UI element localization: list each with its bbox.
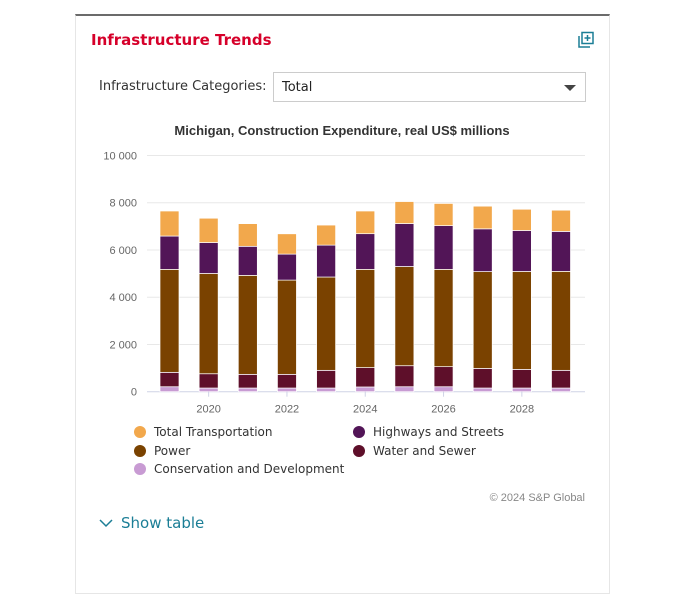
bar-segment[interactable]	[551, 231, 571, 272]
legend-item-power[interactable]: Power	[134, 444, 190, 458]
legend-dot	[134, 426, 146, 438]
bar-segment[interactable]	[472, 228, 493, 272]
y-tick-label: 2 000	[109, 339, 137, 351]
bar-segment[interactable]	[198, 373, 219, 389]
bar-segment[interactable]	[394, 223, 415, 267]
chevron-down-icon	[564, 85, 576, 91]
bar-segment[interactable]	[511, 387, 532, 393]
legend-label: Highways and Streets	[373, 425, 505, 439]
bar-segment[interactable]	[472, 368, 493, 389]
x-tick-label: 2022	[275, 404, 299, 416]
bar-segment[interactable]	[355, 210, 376, 235]
bar-segment[interactable]	[511, 208, 532, 231]
x-tick-label: 2026	[431, 404, 455, 416]
legend-item-conservation[interactable]: Conservation and Development	[134, 462, 344, 476]
panel-title: Infrastructure Trends	[91, 31, 272, 49]
bar-segment[interactable]	[355, 233, 376, 270]
y-tick-label: 4 000	[109, 292, 137, 304]
bar-segment[interactable]	[355, 268, 376, 368]
bar-segment[interactable]	[394, 365, 415, 388]
legend-item-transport[interactable]: Total Transportation	[134, 425, 273, 439]
bar-segment[interactable]	[472, 205, 493, 230]
bar-segment[interactable]	[159, 210, 180, 237]
categories-label: Infrastructure Categories:	[99, 79, 267, 94]
legend-item-water[interactable]: Water and Sewer	[353, 444, 476, 458]
legend-dot	[134, 463, 146, 475]
bar-segment[interactable]	[551, 387, 571, 393]
bar-segment[interactable]	[159, 268, 180, 373]
legend-label: Power	[154, 444, 191, 458]
bar-segment[interactable]	[198, 242, 219, 274]
x-tick-label: 2024	[353, 404, 377, 416]
show-table-label: Show table	[121, 514, 205, 532]
legend-dot	[134, 445, 146, 457]
bar-segment[interactable]	[237, 387, 258, 393]
bar-segment[interactable]	[316, 244, 336, 278]
bar-segment[interactable]	[511, 369, 532, 389]
bar-segment[interactable]	[277, 373, 297, 389]
x-tick-label: 2028	[510, 404, 534, 416]
bar-segment[interactable]	[198, 273, 219, 375]
bar-segment[interactable]	[551, 209, 571, 232]
bar-segment[interactable]	[551, 271, 571, 371]
legend-dot	[353, 445, 365, 457]
y-tick-label: 0	[131, 387, 137, 399]
legend-label: Water and Sewer	[373, 444, 476, 458]
expand-icon[interactable]	[577, 31, 595, 49]
bar-segment[interactable]	[237, 373, 258, 389]
bar-segment[interactable]	[394, 386, 415, 393]
bar-segment[interactable]	[433, 225, 454, 270]
infrastructure-trends-panel: Infrastructure Trends Infrastructure Cat…	[75, 14, 610, 594]
bar-segment[interactable]	[511, 230, 532, 272]
chart-title: Michigan, Construction Expenditure, real…	[174, 123, 509, 138]
y-tick-label: 8 000	[109, 198, 137, 210]
bar-segment[interactable]	[237, 245, 258, 276]
bar-segment[interactable]	[277, 233, 297, 255]
bar-segment[interactable]	[433, 268, 454, 368]
show-table-button[interactable]: Show table	[99, 514, 204, 532]
bar-segment[interactable]	[355, 386, 376, 393]
bar-segment[interactable]	[316, 276, 336, 371]
bar-segment[interactable]	[355, 367, 376, 388]
bar-segment[interactable]	[511, 271, 532, 370]
chevron-down-icon	[99, 519, 113, 528]
bar-segment[interactable]	[237, 275, 258, 375]
bar-segment[interactable]	[198, 387, 219, 393]
bar-segment[interactable]	[472, 271, 493, 369]
y-tick-label: 6 000	[109, 245, 137, 257]
credit: © 2024 S&P Global	[489, 492, 585, 504]
bar-segment[interactable]	[433, 386, 454, 393]
bar-segment[interactable]	[198, 217, 219, 243]
bar-segment[interactable]	[159, 235, 180, 270]
legend-dot	[353, 426, 365, 438]
bar-segment[interactable]	[433, 366, 454, 388]
bar-segment[interactable]	[316, 387, 336, 393]
bar-segment[interactable]	[433, 203, 454, 227]
legend-item-highways[interactable]: Highways and Streets	[353, 425, 504, 439]
bar-segment[interactable]	[394, 201, 415, 224]
bar-segment[interactable]	[394, 266, 415, 367]
bar-segment[interactable]	[551, 369, 571, 389]
bar-segment[interactable]	[316, 224, 336, 246]
bar-segment[interactable]	[277, 387, 297, 393]
bar-segment[interactable]	[277, 279, 297, 375]
bar-segment[interactable]	[472, 387, 493, 393]
selected-category: Total	[282, 80, 313, 95]
legend-label: Total Transportation	[154, 425, 273, 439]
bar-segment[interactable]	[277, 253, 297, 281]
bar-segment[interactable]	[159, 371, 180, 388]
bar-segment[interactable]	[316, 369, 336, 389]
bar-segment[interactable]	[159, 386, 180, 393]
x-tick-label: 2020	[196, 404, 220, 416]
bar-segment[interactable]	[237, 223, 258, 247]
y-tick-label: 10 000	[103, 151, 137, 163]
legend-label: Conservation and Development	[154, 462, 345, 476]
categories-select[interactable]: Total	[273, 72, 586, 102]
